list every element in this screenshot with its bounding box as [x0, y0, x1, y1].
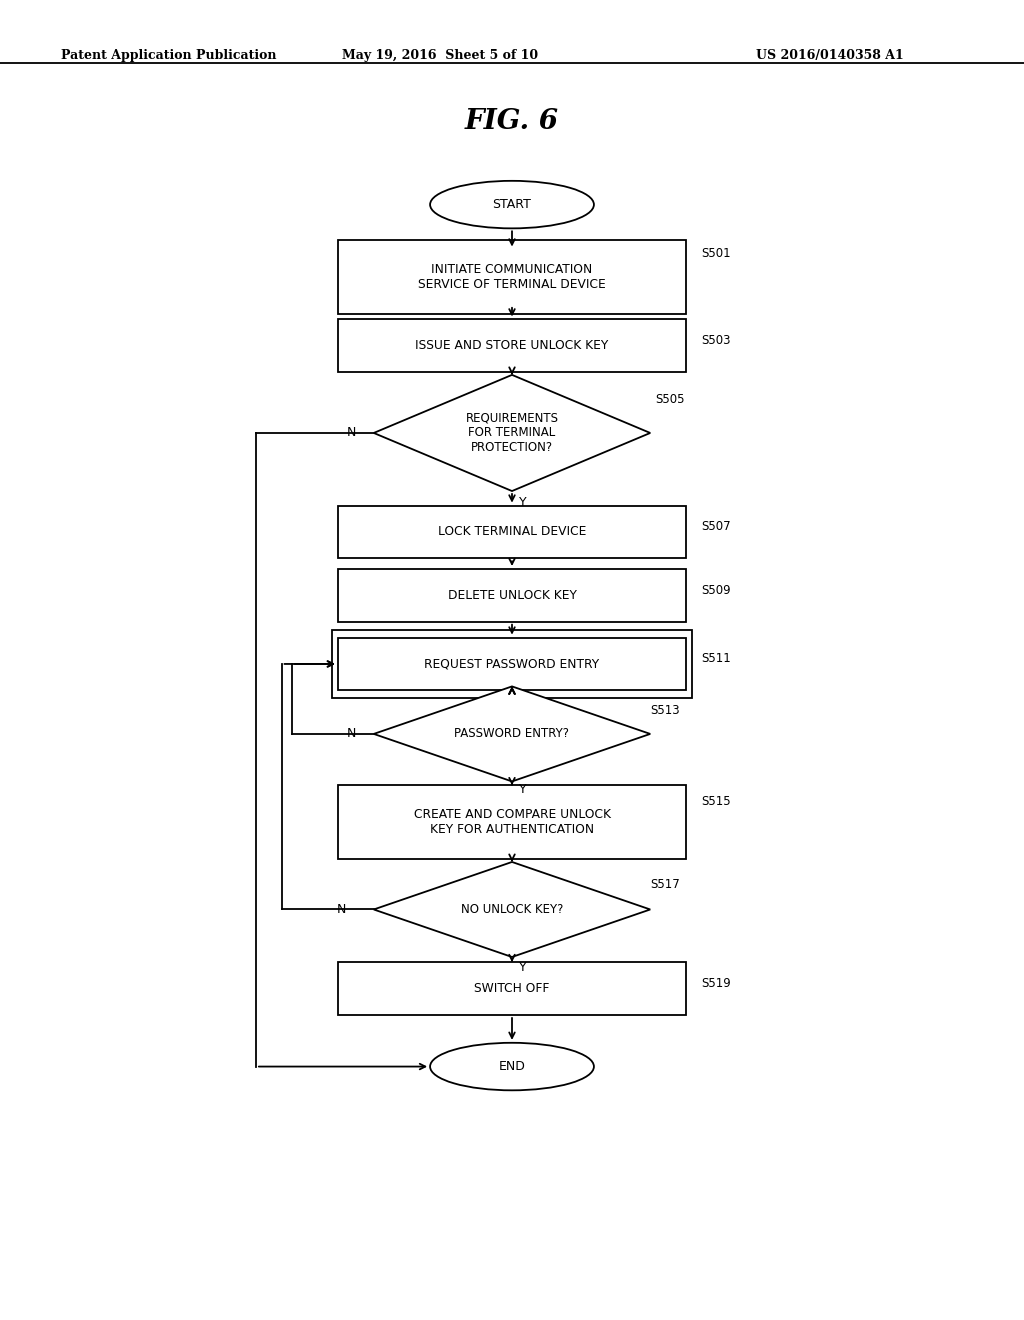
Polygon shape: [374, 862, 650, 957]
Text: N: N: [347, 426, 356, 440]
Text: May 19, 2016  Sheet 5 of 10: May 19, 2016 Sheet 5 of 10: [342, 49, 539, 62]
Text: S501: S501: [701, 247, 731, 260]
FancyBboxPatch shape: [332, 630, 692, 698]
Text: PASSWORD ENTRY?: PASSWORD ENTRY?: [455, 727, 569, 741]
Text: Patent Application Publication: Patent Application Publication: [61, 49, 276, 62]
Text: S513: S513: [650, 704, 680, 717]
Text: DELETE UNLOCK KEY: DELETE UNLOCK KEY: [447, 589, 577, 602]
Text: S511: S511: [701, 652, 731, 665]
Polygon shape: [374, 686, 650, 781]
FancyBboxPatch shape: [338, 506, 686, 558]
Text: END: END: [499, 1060, 525, 1073]
Text: S509: S509: [701, 583, 731, 597]
Text: SWITCH OFF: SWITCH OFF: [474, 982, 550, 995]
Text: S519: S519: [701, 977, 731, 990]
Text: S507: S507: [701, 520, 731, 533]
Text: NO UNLOCK KEY?: NO UNLOCK KEY?: [461, 903, 563, 916]
Text: Y: Y: [519, 961, 526, 974]
Text: REQUIREMENTS
FOR TERMINAL
PROTECTION?: REQUIREMENTS FOR TERMINAL PROTECTION?: [466, 412, 558, 454]
FancyBboxPatch shape: [338, 319, 686, 372]
Text: Y: Y: [519, 783, 526, 796]
Text: US 2016/0140358 A1: US 2016/0140358 A1: [756, 49, 903, 62]
Text: INITIATE COMMUNICATION
SERVICE OF TERMINAL DEVICE: INITIATE COMMUNICATION SERVICE OF TERMIN…: [418, 263, 606, 292]
Text: S505: S505: [655, 393, 685, 407]
Text: N: N: [347, 727, 356, 741]
Text: LOCK TERMINAL DEVICE: LOCK TERMINAL DEVICE: [438, 525, 586, 539]
FancyBboxPatch shape: [338, 240, 686, 314]
Text: S517: S517: [650, 878, 680, 891]
Ellipse shape: [430, 1043, 594, 1090]
FancyBboxPatch shape: [338, 962, 686, 1015]
FancyBboxPatch shape: [338, 569, 686, 622]
Text: CREATE AND COMPARE UNLOCK
KEY FOR AUTHENTICATION: CREATE AND COMPARE UNLOCK KEY FOR AUTHEN…: [414, 808, 610, 837]
Text: Y: Y: [519, 496, 526, 510]
Ellipse shape: [430, 181, 594, 228]
Text: REQUEST PASSWORD ENTRY: REQUEST PASSWORD ENTRY: [424, 657, 600, 671]
Text: FIG. 6: FIG. 6: [465, 108, 559, 135]
Text: S503: S503: [701, 334, 731, 347]
FancyBboxPatch shape: [338, 785, 686, 859]
Polygon shape: [374, 375, 650, 491]
Text: N: N: [337, 903, 346, 916]
Text: S515: S515: [701, 795, 731, 808]
FancyBboxPatch shape: [338, 638, 686, 690]
Text: ISSUE AND STORE UNLOCK KEY: ISSUE AND STORE UNLOCK KEY: [416, 339, 608, 352]
Text: START: START: [493, 198, 531, 211]
